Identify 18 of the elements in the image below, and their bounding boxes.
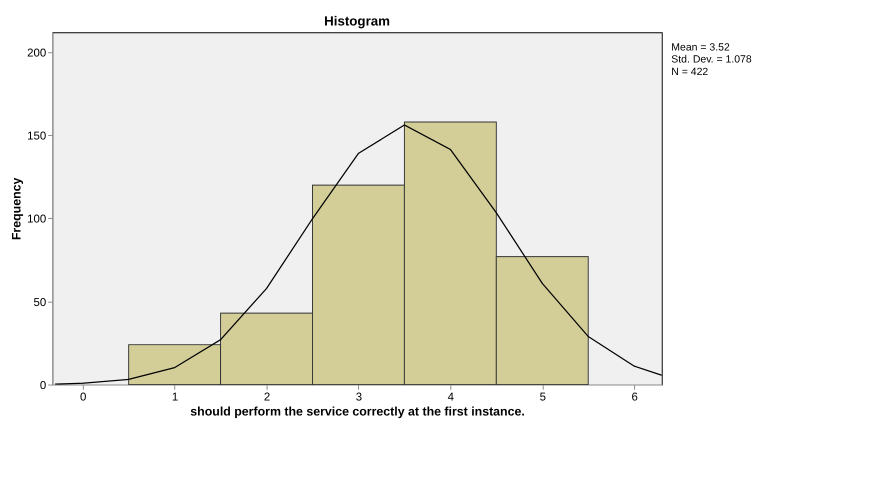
text: N = 422: [671, 67, 708, 78]
x-tick-label: 1: [172, 391, 178, 404]
y-axis-title: Frequency: [9, 178, 24, 240]
y-tick-label: 0: [40, 380, 46, 392]
x-tick-label: 3: [356, 391, 362, 404]
y-tick-label: 50: [33, 296, 46, 309]
y-tick-label: 150: [27, 130, 46, 143]
text: Std. Dev. = 1.078: [671, 54, 752, 66]
x-tick-label: 0: [80, 391, 86, 404]
x-tick-label: 5: [540, 391, 546, 404]
x-tick-label: 4: [448, 391, 455, 404]
y-tick-label: 200: [27, 47, 46, 60]
x-tick-label: 2: [264, 391, 270, 404]
text: Mean = 3.52: [671, 42, 730, 54]
x-tick-label: 6: [631, 391, 638, 404]
y-tick-label: 100: [27, 214, 46, 226]
x-axis-title: should perform the service correctly at the first instance.: [190, 404, 525, 419]
chart-title: Histogram: [324, 14, 390, 29]
